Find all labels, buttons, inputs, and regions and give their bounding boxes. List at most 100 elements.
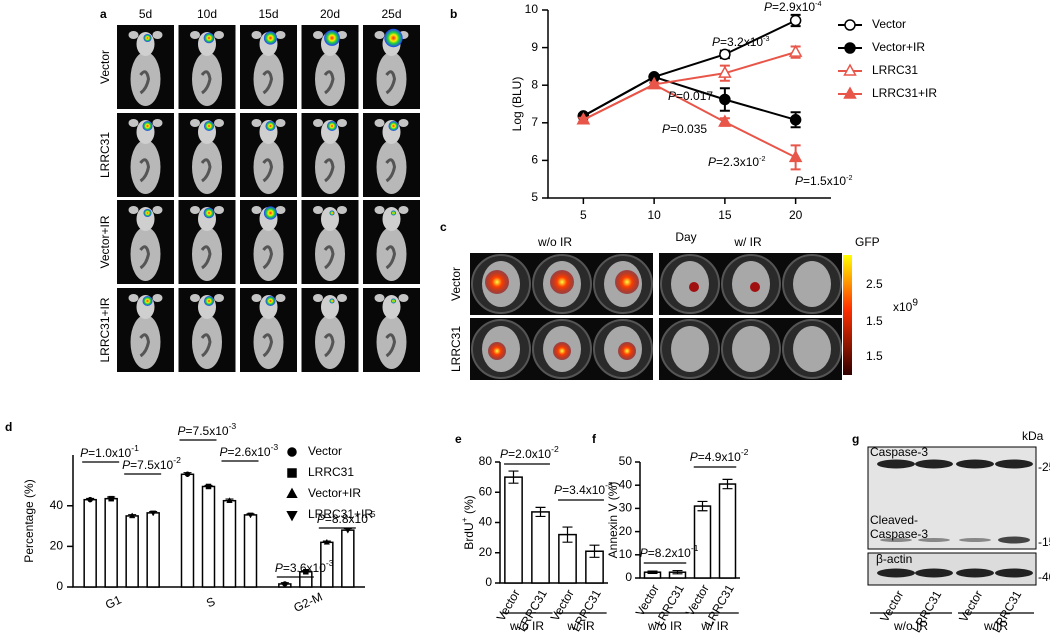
marker — [647, 76, 661, 90]
text-part: -2 — [759, 154, 765, 163]
signal — [388, 121, 399, 131]
condition-label: w/ IR — [733, 235, 762, 249]
y-axis-label: Log (BLU) — [510, 77, 524, 132]
brain — [732, 326, 770, 372]
text-part: =8.2x10 — [648, 546, 691, 560]
y-tick-label: 60 — [479, 484, 493, 498]
text-part: =0.017 — [676, 89, 713, 103]
brain — [793, 326, 831, 372]
text-part: -2 — [846, 173, 852, 182]
y-tick-label: 0 — [625, 570, 632, 584]
mouse-tail-mark — [200, 70, 212, 95]
panel-label: g — [852, 432, 859, 446]
mouse-tail-mark — [385, 70, 397, 95]
text-part: P — [668, 89, 676, 103]
mouse-ear — [275, 206, 286, 214]
p-value: P=2.6x10-3 — [220, 442, 279, 459]
mouse-body — [253, 227, 284, 281]
mouse-ear — [251, 206, 262, 214]
mouse-ear — [152, 119, 163, 127]
marker — [323, 538, 331, 545]
text-part: -2 — [551, 444, 559, 454]
x-tick-label: Vector — [494, 587, 523, 623]
mouse-tail-mark — [262, 158, 274, 183]
mouse-ear — [214, 206, 224, 214]
text-part: -2 — [741, 447, 749, 457]
text-part: 9 — [912, 297, 918, 308]
text-part: =1.0x10 — [88, 446, 131, 460]
signal — [142, 296, 153, 306]
marker — [286, 511, 298, 522]
mouse-ear — [313, 31, 323, 39]
signal — [265, 296, 276, 306]
time-point-label: 25d — [381, 7, 401, 21]
group-label: w/IR — [983, 619, 1008, 633]
y-tick-label: 40 — [479, 515, 493, 529]
text-part: P — [317, 512, 325, 526]
text-part: =3.4x10 — [562, 483, 605, 497]
y-tick-label: 10 — [525, 2, 539, 16]
mouse-ear — [275, 119, 286, 127]
bar — [693, 505, 712, 579]
p-value: P=8.8x10-5 — [317, 509, 376, 526]
mouse-ear — [337, 294, 347, 302]
mouse-body — [192, 227, 222, 281]
marker — [788, 44, 803, 57]
mw-marker: -40 — [1038, 570, 1050, 584]
mouse-ear — [214, 31, 224, 39]
text-part: =2.6x10 — [228, 445, 271, 459]
text-part: P — [275, 561, 283, 575]
text-part: =7.5x10 — [186, 424, 229, 438]
marker — [108, 495, 114, 502]
signal — [324, 30, 340, 46]
p-value: P=8.2x10-1 — [640, 543, 699, 560]
signal — [263, 206, 278, 220]
group-label: w/ IR — [700, 619, 729, 633]
group-label: w/o IR — [893, 619, 928, 633]
mouse-body — [315, 227, 345, 281]
bar — [531, 511, 550, 584]
y-axis-label: Percentage (%) — [22, 479, 36, 562]
mouse-tail-mark — [385, 158, 397, 183]
y-axis-label: BrdU+ (%) — [459, 495, 476, 549]
legend-label: Vector — [872, 17, 906, 31]
y-tick-label: 40 — [619, 477, 633, 491]
p-value: P=3.4x10-3 — [554, 480, 613, 497]
fluorescence — [689, 282, 699, 292]
marker — [303, 569, 309, 575]
marker — [286, 487, 298, 498]
text-part: =3.2x10 — [720, 35, 763, 49]
x-tick-label: G1 — [103, 592, 124, 612]
text-part: x10 — [893, 300, 913, 314]
band-label: Caspase-3 — [870, 445, 928, 459]
mouse-ear — [128, 294, 139, 302]
text-part: =8.8x10 — [325, 512, 368, 526]
mouse-ear — [152, 294, 163, 302]
mouse-body — [253, 52, 284, 106]
fluorescence — [550, 270, 574, 294]
p-value: P=2.3x10-2 — [708, 154, 765, 169]
x-tick-label: 10 — [647, 208, 661, 222]
legend-label: Vector — [308, 444, 342, 458]
y-tick-label: 0 — [56, 579, 63, 593]
mouse-ear — [313, 294, 323, 302]
mouse-body — [130, 315, 161, 369]
brain — [671, 326, 709, 372]
marker — [789, 114, 802, 126]
text-part: -3 — [605, 480, 613, 490]
text-part: =2.3x10 — [716, 155, 759, 169]
text-part: =2.0x10 — [508, 447, 551, 461]
mouse-ear — [128, 31, 139, 39]
signal — [143, 34, 152, 42]
marker — [719, 48, 731, 61]
mouse-head — [382, 207, 401, 231]
mouse-tail-mark — [323, 245, 335, 270]
mouse-ear — [251, 119, 262, 127]
brain — [793, 261, 831, 307]
mouse-tail-mark — [200, 158, 212, 183]
signal — [204, 121, 214, 131]
lane-label: Vector — [956, 588, 985, 624]
x-axis-label: Day — [675, 230, 696, 244]
mouse-body — [130, 227, 161, 281]
group-label: w/o IR — [509, 619, 544, 633]
